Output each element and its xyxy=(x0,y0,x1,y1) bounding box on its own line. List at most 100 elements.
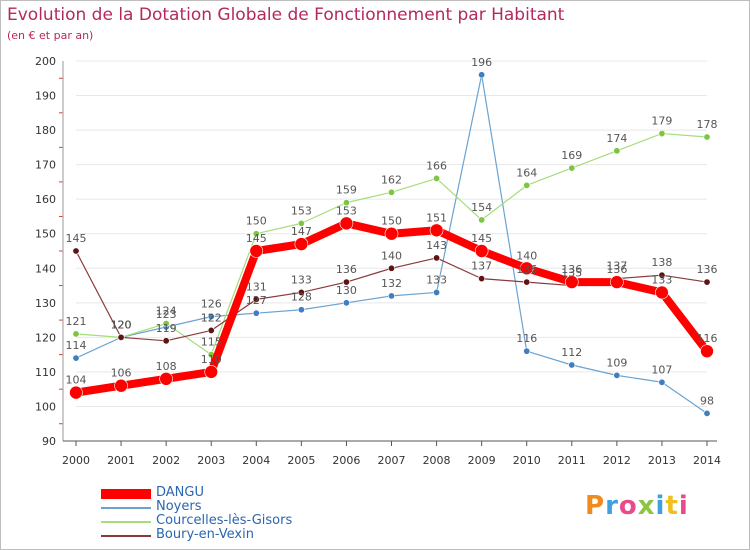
data-label: 153 xyxy=(291,204,312,217)
legend-swatch xyxy=(101,507,151,509)
data-label: 116 xyxy=(516,332,537,345)
data-label: 162 xyxy=(381,173,402,186)
data-label: 178 xyxy=(697,118,718,131)
data-label: 133 xyxy=(291,273,312,286)
data-label: 174 xyxy=(606,132,627,145)
data-point xyxy=(162,337,170,345)
x-tick-label: 2004 xyxy=(242,454,270,467)
data-point xyxy=(339,216,354,231)
data-point xyxy=(478,216,486,224)
data-label: 120 xyxy=(111,318,132,331)
data-label: 120 xyxy=(111,318,132,331)
x-tick-label: 2009 xyxy=(468,454,496,467)
data-point xyxy=(519,261,534,276)
x-tick-label: 2013 xyxy=(648,454,676,467)
data-label: 166 xyxy=(426,159,447,172)
data-label: 120 xyxy=(111,318,132,331)
data-point xyxy=(478,71,486,79)
data-label: 126 xyxy=(201,298,222,311)
data-label: 136 xyxy=(561,263,582,276)
data-point xyxy=(433,174,441,182)
data-label: 115 xyxy=(201,336,222,349)
data-point xyxy=(474,244,489,258)
data-label: 124 xyxy=(156,305,177,318)
data-point xyxy=(297,306,305,314)
legend-swatch xyxy=(101,521,151,523)
data-point xyxy=(523,347,531,355)
logo-letter: i xyxy=(655,491,666,521)
data-point xyxy=(387,264,395,272)
data-point xyxy=(252,295,260,303)
data-label: 137 xyxy=(606,260,627,273)
data-label: 133 xyxy=(651,273,672,286)
data-point xyxy=(658,130,666,138)
data-label: 123 xyxy=(156,308,177,321)
data-point xyxy=(294,237,309,251)
data-label: 154 xyxy=(471,201,492,214)
data-label: 143 xyxy=(426,239,447,252)
data-label: 145 xyxy=(66,232,87,245)
legend-label: Boury-en-Vexin xyxy=(156,527,254,542)
series-courcelles-l-s-gisors xyxy=(72,130,711,359)
data-label: 196 xyxy=(471,56,492,69)
legend-entry: Noyers xyxy=(101,499,361,515)
logo-letter: i xyxy=(678,491,689,521)
data-label: 131 xyxy=(246,280,267,293)
data-point xyxy=(429,223,444,238)
data-label: 159 xyxy=(336,184,357,197)
legend-entry: Courcelles-lès-Gisors xyxy=(101,513,361,529)
x-tick-label: 2008 xyxy=(423,454,451,467)
x-tick-label: 2002 xyxy=(152,454,180,467)
data-label: 138 xyxy=(651,256,672,269)
data-point xyxy=(297,219,305,227)
data-label: 122 xyxy=(201,311,222,324)
data-point xyxy=(478,275,486,283)
data-label: 147 xyxy=(291,225,312,238)
data-label: 140 xyxy=(516,249,537,262)
data-point xyxy=(159,372,173,386)
data-point xyxy=(658,271,666,279)
legend-label: Noyers xyxy=(156,499,202,514)
data-label: 133 xyxy=(426,273,447,286)
data-label: 110 xyxy=(201,353,222,366)
data-point xyxy=(249,244,264,258)
data-point xyxy=(658,378,666,386)
data-label: 136 xyxy=(516,263,537,276)
data-label: 107 xyxy=(651,363,672,376)
proxiti-logo: Proxiti xyxy=(585,491,689,521)
data-label: 135 xyxy=(561,267,582,280)
data-label: 121 xyxy=(66,315,87,328)
data-point xyxy=(72,330,80,338)
data-point xyxy=(433,254,441,262)
data-label: 136 xyxy=(606,263,627,276)
x-tick-label: 2007 xyxy=(378,454,406,467)
data-label: 109 xyxy=(606,356,627,369)
data-point xyxy=(252,309,260,317)
y-tick-label: 170 xyxy=(35,159,56,172)
logo-letter: x xyxy=(637,491,656,521)
series-dangu xyxy=(69,216,714,400)
data-point xyxy=(703,409,711,417)
data-label: 130 xyxy=(336,284,357,297)
data-point xyxy=(564,275,579,289)
data-label: 140 xyxy=(381,249,402,262)
y-tick-label: 200 xyxy=(35,55,56,68)
logo-letter: r xyxy=(605,491,619,521)
data-label: 119 xyxy=(156,322,177,335)
data-point xyxy=(207,326,215,334)
legend-entry: DANGU xyxy=(101,485,361,501)
data-label: 112 xyxy=(561,346,582,359)
y-tick-label: 190 xyxy=(35,90,56,103)
chart-subtitle: (en € et par an) xyxy=(7,29,94,42)
data-label: 104 xyxy=(66,374,87,387)
data-point xyxy=(703,133,711,141)
data-point xyxy=(252,230,260,238)
x-tick-label: 2012 xyxy=(603,454,631,467)
legend-swatch xyxy=(101,489,151,499)
data-label: 145 xyxy=(471,232,492,245)
x-tick-label: 2005 xyxy=(287,454,315,467)
logo-letter: t xyxy=(665,491,679,521)
data-label: 145 xyxy=(246,232,267,245)
data-label: 169 xyxy=(561,149,582,162)
